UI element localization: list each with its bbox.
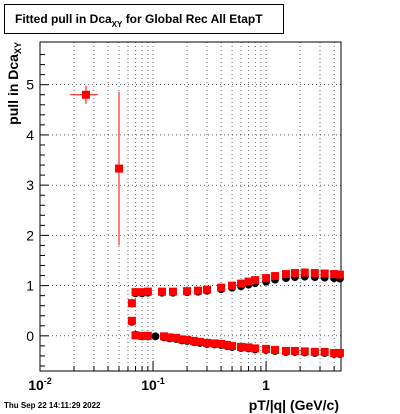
- y-tick-label: 1: [26, 278, 34, 294]
- data-point: [189, 336, 198, 345]
- data-point: [157, 287, 166, 296]
- data-point: [127, 299, 136, 308]
- data-point: [81, 90, 90, 99]
- data-point: [262, 344, 271, 353]
- data-point: [127, 316, 136, 325]
- data-point: [271, 345, 280, 354]
- data-point: [330, 270, 339, 279]
- data-point: [202, 285, 211, 294]
- data-point: [290, 346, 299, 355]
- data-point: [320, 347, 329, 356]
- data-point: [172, 333, 181, 342]
- data-point: [228, 341, 237, 350]
- data-point: [335, 270, 344, 279]
- data-point: [217, 283, 226, 292]
- data-point: [281, 270, 290, 279]
- data-point: [262, 274, 271, 283]
- data-point: [183, 287, 192, 296]
- data-point: [310, 269, 319, 278]
- data-point: [143, 287, 152, 296]
- x-tick-label: 10-2: [28, 376, 52, 393]
- data-point: [131, 331, 140, 340]
- data-point: [320, 269, 329, 278]
- data-point: [159, 332, 168, 341]
- data-point: [210, 339, 219, 348]
- data-point: [131, 288, 140, 297]
- data-point: [195, 337, 204, 346]
- y-tick-label: 3: [26, 177, 34, 193]
- y-axis-label: pull in DcaXY: [5, 42, 23, 125]
- data-point: [244, 343, 253, 352]
- y-tick-label: 0: [26, 328, 34, 344]
- plot-frame: [39, 41, 342, 372]
- data-point: [115, 164, 124, 173]
- x-tick-label: 10-1: [141, 376, 165, 393]
- data-point: [183, 335, 192, 344]
- data-point: [202, 338, 211, 347]
- data-point: [244, 277, 253, 286]
- data-point: [194, 286, 203, 295]
- data-point: [237, 342, 246, 351]
- data-point: [138, 288, 147, 297]
- data-point: [222, 340, 231, 349]
- y-tick-label: 2: [26, 227, 34, 243]
- y-tick-label: 5: [26, 77, 34, 93]
- data-point: [217, 339, 226, 348]
- data-point: [310, 347, 319, 356]
- data-point: [330, 348, 339, 357]
- data-point: [300, 347, 309, 356]
- data-point: [300, 268, 309, 277]
- axes: 10-2 10-1 1 0 1 2 3 4 5: [26, 54, 335, 393]
- grid-lines: [39, 42, 341, 371]
- data-point: [335, 348, 344, 357]
- data-point: [281, 346, 290, 355]
- data-point: [138, 331, 147, 340]
- data-point: [251, 344, 260, 353]
- data-point: [271, 272, 280, 281]
- timestamp: Thu Sep 22 14:11:29 2022: [4, 401, 101, 410]
- data-point: [143, 331, 152, 340]
- x-tick-label: 1: [262, 377, 270, 393]
- data-point: [251, 276, 260, 285]
- data-marks: [70, 85, 344, 358]
- chart-title: Fitted pull in DcaXY for Global Rec All …: [4, 4, 284, 34]
- data-point: [228, 281, 237, 290]
- data-point: [165, 333, 174, 342]
- data-point: [177, 335, 186, 344]
- y-tick-label: 4: [26, 127, 34, 143]
- data-point: [237, 279, 246, 288]
- data-point: [168, 287, 177, 296]
- data-point: [151, 332, 160, 341]
- x-axis-label: pT/|q| (GeV/c): [249, 397, 339, 413]
- data-point: [290, 269, 299, 278]
